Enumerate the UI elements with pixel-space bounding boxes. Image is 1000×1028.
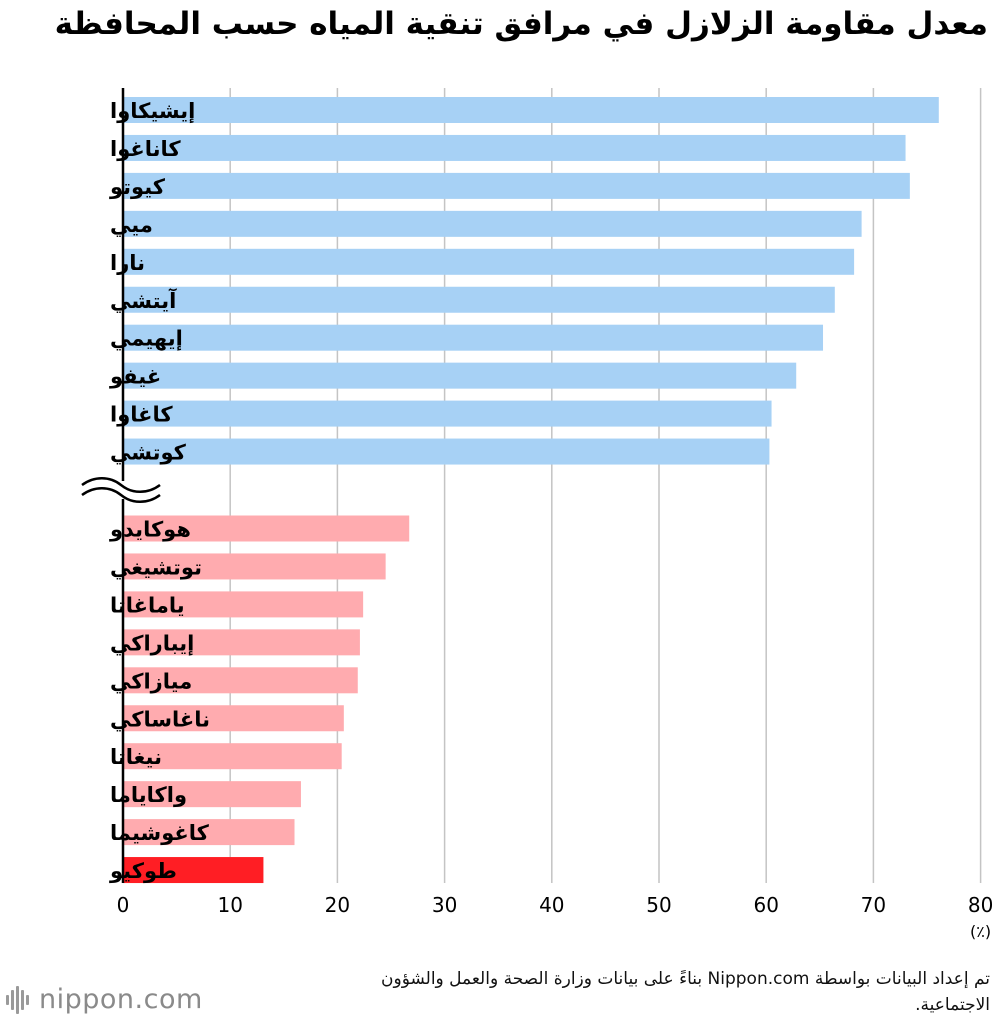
category-label: هوكايدو [109, 518, 191, 542]
bar [123, 629, 360, 656]
category-label: طوكيو [109, 859, 177, 883]
category-label: كاغاوا [110, 403, 173, 427]
bar [123, 515, 410, 542]
x-tick-label: 0 [117, 893, 130, 917]
bar [123, 553, 386, 580]
x-tick-label: 50 [646, 893, 671, 917]
category-label: نيغاتا [110, 745, 162, 769]
bar [123, 248, 855, 275]
bar [123, 97, 939, 123]
category-label: نارا [110, 251, 145, 275]
x-tick-label: 20 [325, 893, 350, 917]
bar-chart: إيشيكاواكاناغواكيوتومييناراآيتشيإيهيميغي… [81, 88, 993, 941]
category-label: كوتشي [110, 441, 187, 465]
category-label: إيهيمي [110, 327, 183, 351]
bar [123, 857, 264, 884]
x-tick-label: 30 [432, 893, 457, 917]
x-tick-label: 70 [861, 893, 886, 917]
category-label: كاناغوا [110, 137, 181, 161]
bar [123, 781, 301, 808]
x-tick-label: 60 [753, 893, 778, 917]
axis-break-mark [81, 487, 161, 504]
x-tick-label: 40 [539, 893, 564, 917]
bar [123, 819, 295, 846]
bar [123, 172, 910, 199]
bar [123, 705, 344, 732]
unit-label: (٪) [970, 922, 991, 941]
chart-title: معدل مقاومة الزلازل في مرافق تنقية الميا… [54, 6, 988, 42]
nippon-logo: nippon.com [6, 984, 203, 1015]
category-label: واكاياما [110, 783, 187, 807]
bar [123, 743, 342, 770]
category-label: غيفو [109, 365, 161, 389]
bar [123, 591, 364, 618]
x-tick-label: 10 [217, 893, 242, 917]
category-label: توتشيغي [110, 555, 202, 579]
bar [123, 400, 772, 427]
bar [123, 362, 797, 389]
logo-mark-icon [6, 985, 29, 1015]
category-label: آيتشي [110, 288, 177, 313]
axis-break-gap [121, 481, 125, 500]
logo-text: nippon.com [39, 984, 203, 1015]
source-note: تم إعداد البيانات بواسطة Nippon.com بناء… [381, 969, 990, 1015]
x-tick-label: 80 [968, 893, 993, 917]
category-label: ياماغاتا [110, 593, 185, 617]
bar [123, 286, 835, 313]
category-label: كاغوشيما [110, 821, 210, 845]
bar [123, 438, 770, 465]
category-label: كيوتو [109, 175, 166, 199]
bar [123, 210, 862, 237]
axis-break-mark [81, 477, 161, 494]
category-label: ناغاساكي [110, 707, 210, 731]
category-label: ميي [110, 213, 153, 237]
bar [123, 667, 358, 694]
bar [123, 134, 906, 161]
bar [123, 324, 824, 351]
